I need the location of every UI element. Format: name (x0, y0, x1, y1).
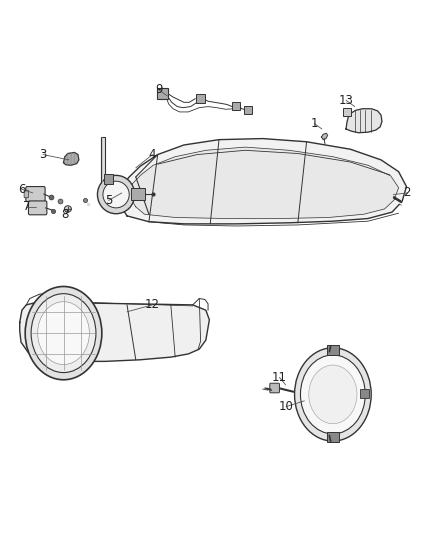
Ellipse shape (31, 294, 96, 373)
Ellipse shape (64, 206, 71, 212)
FancyBboxPatch shape (28, 201, 47, 215)
Polygon shape (346, 109, 382, 133)
Ellipse shape (300, 355, 365, 434)
FancyBboxPatch shape (360, 389, 369, 398)
FancyBboxPatch shape (327, 345, 339, 355)
Text: 2: 2 (403, 187, 411, 199)
Text: 1: 1 (311, 117, 318, 130)
Polygon shape (64, 152, 79, 165)
FancyBboxPatch shape (327, 432, 339, 442)
Ellipse shape (25, 287, 102, 379)
Text: 8: 8 (61, 208, 68, 221)
FancyBboxPatch shape (24, 190, 28, 198)
Ellipse shape (294, 348, 371, 441)
FancyBboxPatch shape (343, 108, 351, 116)
Text: 12: 12 (145, 298, 160, 311)
Text: 13: 13 (339, 94, 353, 107)
Text: 3: 3 (39, 148, 46, 161)
Text: 9: 9 (155, 83, 162, 96)
FancyBboxPatch shape (157, 88, 168, 99)
Ellipse shape (97, 175, 135, 214)
Text: 4: 4 (148, 148, 156, 161)
Text: 7: 7 (22, 200, 30, 213)
FancyBboxPatch shape (131, 188, 145, 200)
Text: 10: 10 (279, 400, 293, 413)
Polygon shape (129, 147, 399, 219)
Text: 11: 11 (272, 371, 287, 384)
FancyBboxPatch shape (244, 106, 252, 114)
Polygon shape (20, 302, 209, 361)
FancyBboxPatch shape (101, 137, 105, 188)
Text: 5: 5 (105, 194, 112, 207)
Ellipse shape (38, 302, 89, 365)
Ellipse shape (309, 365, 357, 424)
FancyBboxPatch shape (270, 383, 279, 393)
FancyBboxPatch shape (232, 102, 240, 110)
Ellipse shape (103, 181, 129, 208)
Text: 6: 6 (18, 183, 26, 196)
FancyBboxPatch shape (26, 187, 45, 201)
Polygon shape (321, 133, 328, 140)
FancyBboxPatch shape (104, 174, 113, 184)
Polygon shape (118, 139, 406, 224)
FancyBboxPatch shape (196, 94, 205, 103)
